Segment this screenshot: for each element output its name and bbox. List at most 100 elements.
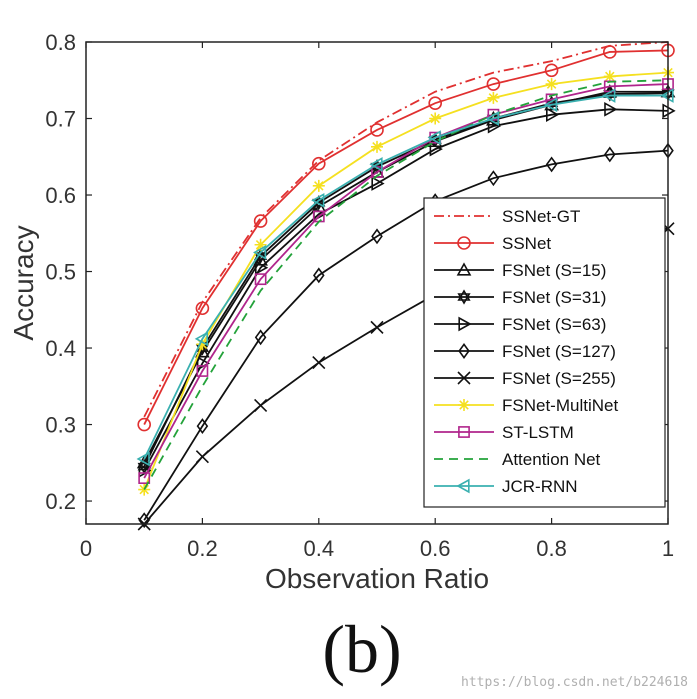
marker-triangle-right (487, 118, 502, 134)
y-tick-label: 0.4 (45, 336, 76, 361)
marker-diamond (458, 343, 470, 359)
marker-hexagram (312, 195, 326, 207)
series-line (143, 149, 669, 521)
marker-circle (544, 63, 559, 78)
marker-square (196, 365, 209, 377)
marker-circle (486, 77, 501, 91)
series-line (143, 108, 669, 471)
legend-label: FSNet (S=127) (502, 342, 616, 361)
legend: SSNet-GT SSNet FSNet (S=15) FSNet (S=31) FSN… (423, 197, 666, 508)
marker-diamond (138, 512, 150, 529)
marker-triangle-right (429, 141, 443, 157)
marker-asterisk (312, 179, 325, 192)
marker-hexagram (457, 293, 471, 305)
marker-asterisk (603, 70, 616, 83)
marker-diamond (604, 146, 616, 163)
legend-label: FSNet (S=255) (502, 369, 616, 388)
marker-hexagram (603, 86, 617, 98)
marker-triangle-left (485, 111, 500, 126)
marker-triangle-left (456, 478, 470, 494)
marker-triangle-left (136, 451, 150, 467)
marker-triangle-left (543, 97, 558, 113)
marker-triangle-up (456, 262, 472, 276)
marker-triangle-right (545, 107, 560, 123)
marker-circle (137, 417, 151, 432)
legend-item-fsnet-s-127: FSNet (S=127) (434, 342, 616, 361)
marker-circle (253, 214, 268, 228)
legend-label: FSNet-MultiNet (502, 396, 618, 415)
y-tick-label: 0.8 (45, 30, 76, 55)
marker-diamond (254, 329, 267, 346)
legend-label: JCR-RNN (502, 477, 578, 496)
legend-item-fsnet-s-15: FSNet (S=15) (434, 261, 606, 280)
marker-triangle-right (255, 260, 269, 276)
marker-square (458, 426, 470, 438)
x-tick-label: 0.8 (536, 536, 567, 561)
x-axis-label: Observation Ratio (265, 563, 489, 594)
series-line (143, 92, 669, 468)
marker-triangle-right (371, 176, 385, 191)
marker-triangle-left (252, 245, 267, 260)
legend-item-fsnet-s-31: FSNet (S=31) (434, 288, 606, 307)
figure-caption: (b) (322, 611, 401, 687)
series-line (143, 79, 669, 491)
marker-triangle-left (311, 193, 325, 208)
marker-triangle-left (369, 157, 383, 172)
series-line (143, 41, 669, 418)
y-tick-label: 0.7 (45, 107, 76, 132)
marker-triangle-right (458, 316, 472, 332)
marker-diamond (545, 156, 558, 173)
legend-label: FSNet (S=15) (502, 261, 606, 280)
legend-item-st-lstm: ST-LSTM (434, 423, 574, 442)
legend-label: FSNet (S=63) (502, 315, 606, 334)
x-tick-label: 1 (662, 536, 674, 561)
marker-triangle-left (194, 331, 208, 347)
marker-triangle-right (604, 101, 618, 117)
marker-circle (602, 45, 617, 59)
marker-diamond (371, 228, 383, 245)
marker-x (370, 320, 384, 334)
legend-label: Attention Net (502, 450, 601, 469)
legend-item-attention-net: Attention Net (434, 450, 601, 469)
marker-circle (428, 96, 443, 111)
marker-diamond (313, 267, 325, 284)
series-line (143, 94, 668, 460)
y-tick-label: 0.5 (45, 260, 76, 285)
marker-circle (195, 301, 210, 316)
marker-asterisk (429, 112, 442, 125)
x-tick-label: 0 (80, 536, 92, 561)
marker-circle (311, 156, 326, 171)
series-ssnet-gt (143, 41, 669, 418)
legend-label: FSNet (S=31) (502, 288, 606, 307)
marker-hexagram (457, 289, 471, 301)
marker-square (254, 273, 267, 286)
marker-asterisk (371, 140, 383, 153)
legend-item-jcr-rnn: JCR-RNN (434, 477, 578, 496)
marker-square (138, 472, 151, 484)
marker-x (312, 356, 326, 370)
axis-ticks: 0 0.2 0.4 0.6 0.8 10.20.30.40.50.60.70.8 (45, 30, 674, 561)
marker-asterisk (196, 338, 209, 351)
marker-asterisk (487, 91, 500, 104)
marker-diamond (196, 418, 209, 435)
marker-x (195, 450, 209, 464)
y-tick-label: 0.2 (45, 489, 76, 514)
series-line (143, 83, 669, 479)
y-tick-label: 0.6 (45, 183, 76, 208)
x-tick-label: 0.2 (187, 536, 218, 561)
marker-circle (457, 236, 471, 250)
x-tick-label: 0.6 (420, 536, 451, 561)
legend-item-fsnet-multinet: FSNet-MultiNet (434, 396, 618, 415)
legend-item-fsnet-s-63: FSNet (S=63) (434, 315, 606, 334)
legend-item-ssnet-gt: SSNet-GT (434, 207, 580, 226)
marker-hexagram (544, 95, 559, 108)
legend-box (423, 197, 666, 508)
series-attention-net (143, 79, 669, 491)
legend-item-fsnet-s-255: FSNet (S=255) (434, 369, 616, 388)
marker-asterisk (545, 78, 558, 91)
marker-diamond (487, 170, 500, 187)
plot-frame (85, 41, 669, 525)
y-axis-label: Accuracy (8, 225, 39, 340)
marker-triangle-left (602, 88, 616, 103)
